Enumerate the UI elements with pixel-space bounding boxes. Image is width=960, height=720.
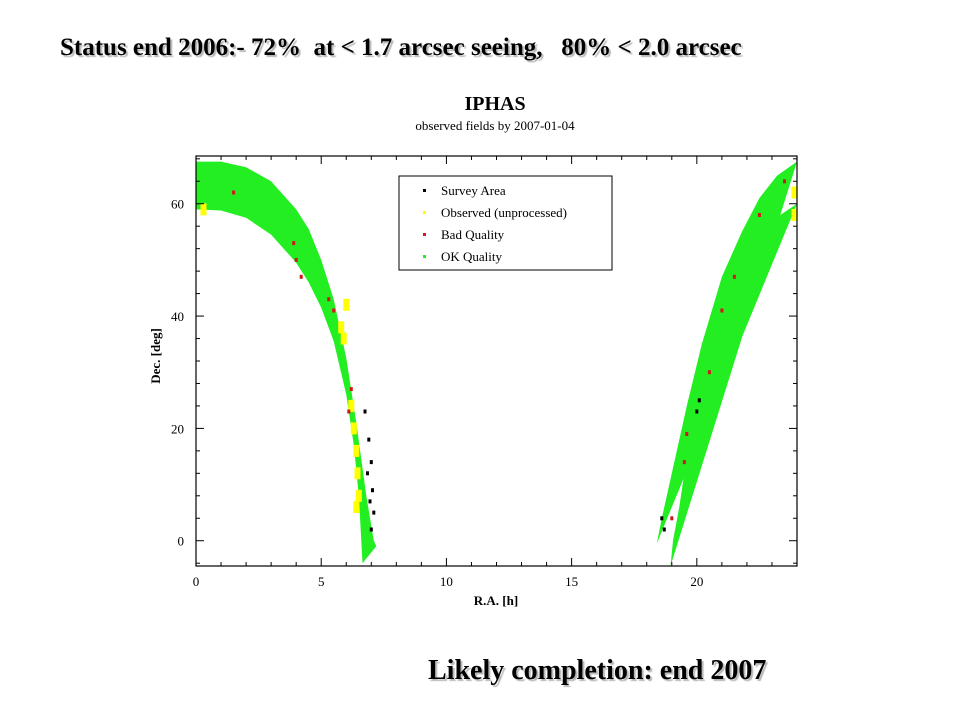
- survey-area-point: [369, 527, 373, 532]
- legend-label-observed-unprocessed: Observed (unprocessed): [441, 205, 567, 220]
- survey-area-point: [368, 499, 372, 504]
- survey-area-point: [697, 398, 701, 403]
- legend-marker-survey-area: [423, 189, 426, 192]
- legend-marker-bad-quality: [423, 233, 426, 236]
- bad-quality-point: [783, 179, 786, 184]
- y-tick-label: 60: [171, 197, 184, 212]
- bad-quality-point: [720, 308, 724, 313]
- bad-quality-point: [682, 460, 686, 465]
- bad-quality-point: [232, 190, 236, 195]
- bad-quality-point: [347, 409, 351, 414]
- legend-label-survey-area: Survey Area: [441, 183, 506, 198]
- bad-quality-point: [299, 274, 303, 279]
- legend-label-bad-quality: Bad Quality: [441, 227, 505, 242]
- axes: 0 5 10 15 20 0 20 40 60: [171, 155, 798, 589]
- x-tick-label: 20: [690, 574, 703, 589]
- bad-quality-point: [732, 274, 736, 279]
- plot-area: [196, 161, 797, 566]
- observed-unprocessed-point: [791, 186, 797, 199]
- observed-unprocessed-point: [791, 209, 797, 221]
- bad-quality-point: [670, 516, 674, 521]
- survey-area-point: [367, 437, 371, 442]
- chart-svg: IPHAS observed fields by 2007-01-04 0 5 10…: [148, 93, 798, 608]
- survey-area-point: [366, 471, 369, 476]
- legend-marker-ok-quality: [423, 255, 426, 258]
- legend-box: [398, 175, 613, 271]
- survey-area-point: [371, 488, 374, 493]
- iphas-chart: IPHAS observed fields by 2007-01-04 0 5 10…: [140, 88, 820, 628]
- bad-quality-point: [349, 387, 353, 392]
- chart-subtitle: observed fields by 2007-01-04: [415, 118, 575, 133]
- legend-marker-observed-unprocessed: [423, 211, 426, 214]
- bad-quality-point: [332, 308, 336, 313]
- observed-unprocessed-point: [200, 203, 207, 216]
- observed-unprocessed-point: [353, 501, 360, 513]
- y-axis-label: Dec. [deg]: [148, 328, 163, 384]
- survey-area-point: [662, 527, 666, 532]
- observed-unprocessed-point: [355, 489, 362, 502]
- completion-note: Likely completion: end 2007: [428, 655, 767, 686]
- ok-quality-band-left: [196, 161, 377, 564]
- survey-area-point: [660, 516, 664, 521]
- survey-area-point: [695, 409, 699, 414]
- ok-quality-band-right: [656, 161, 797, 566]
- x-axis-label: R.A. [h]: [474, 593, 518, 608]
- status-title: Status end 2006:- 72% at < 1.7 arcsec se…: [60, 34, 742, 61]
- observed-unprocessed-point: [354, 467, 361, 480]
- legend-label-ok-quality: OK Quality: [441, 249, 503, 264]
- y-tick-label: 0: [178, 534, 185, 549]
- survey-area-point: [369, 460, 373, 465]
- bad-quality-point: [707, 370, 711, 375]
- survey-area-point: [363, 409, 367, 414]
- survey-area-point: [372, 510, 376, 515]
- observed-unprocessed-point: [340, 332, 347, 345]
- chart-title: IPHAS: [464, 93, 525, 115]
- x-tick-label: 5: [318, 574, 325, 589]
- y-tick-label: 20: [171, 421, 184, 436]
- chart-legend: Survey Area Observed (unprocessed) Bad Qua…: [398, 175, 613, 271]
- bad-quality-point: [294, 257, 298, 262]
- observed-unprocessed-point: [348, 399, 355, 412]
- observed-unprocessed-point: [350, 422, 357, 435]
- y-tick-label: 40: [171, 309, 184, 324]
- observed-unprocessed-point: [338, 321, 345, 334]
- x-tick-label: 15: [565, 574, 578, 589]
- x-tick-label: 10: [440, 574, 453, 589]
- bad-quality-point: [685, 432, 689, 436]
- bad-quality-point: [327, 297, 331, 302]
- observed-unprocessed-point: [353, 444, 360, 457]
- observed-unprocessed-point: [343, 298, 350, 311]
- bad-quality-point: [292, 241, 296, 246]
- bad-quality-point: [757, 213, 761, 217]
- x-tick-label: 0: [193, 574, 200, 589]
